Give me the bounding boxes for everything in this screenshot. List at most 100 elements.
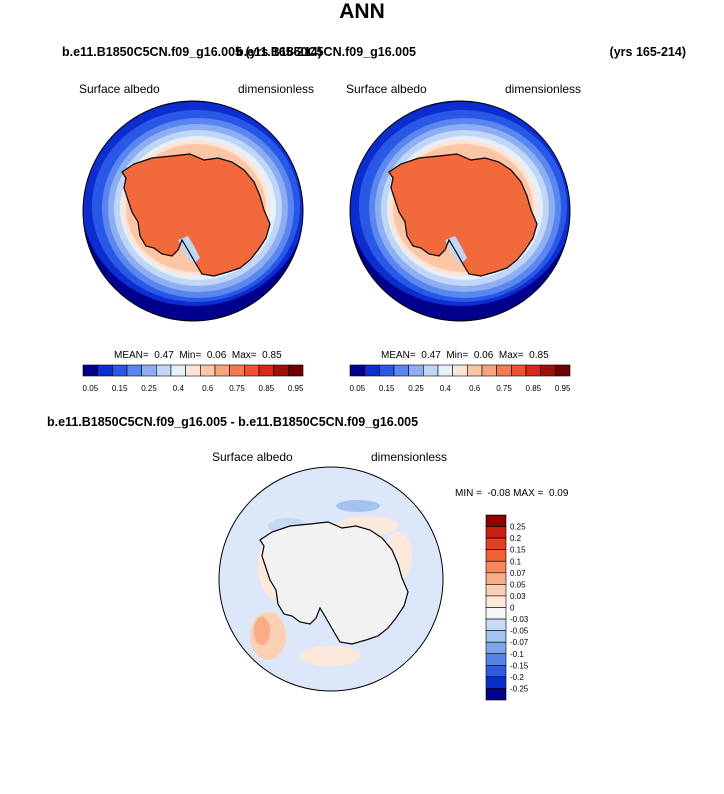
colorbar-swatch [214,364,230,377]
colorbar-swatch [485,607,507,620]
colorbar-swatch [485,630,507,643]
colorbar-tick-label: 0.95 [555,384,571,393]
colorbar-swatch [273,364,289,377]
diff-anomaly-region [300,646,360,666]
dmax-value: 0.09 [548,488,569,499]
colorbar-swatch [185,364,201,377]
colorbar-swatch [452,364,468,377]
coastline [259,521,409,645]
panel2-map [349,100,571,322]
figure-title: ANN [339,0,385,23]
colorbar-tick-label: 0.85 [526,384,542,393]
ice-sheet-region [389,154,537,276]
colorbar-swatch [485,676,507,689]
colorbar-tick-label: 0.2 [510,534,522,543]
panel1-stats: MEAN= 0.47 Min= 0.06 Max= 0.85 [114,350,282,361]
colorbar-swatch [485,572,507,585]
colorbar-swatch [496,364,512,377]
colorbar-swatch [485,584,507,597]
colorbar-swatch [555,364,571,377]
colorbar-swatch [97,364,113,377]
ice-sheet-region [122,154,270,276]
colorbar-tick-label: 0.95 [288,384,304,393]
colorbar-swatch [485,526,507,539]
colorbar-swatch [200,364,216,377]
diff-units-label: dimensionless [371,450,448,464]
colorbar-swatch [437,364,453,377]
colorbar-tick-label: 0.25 [141,384,157,393]
min-label: Min= [446,350,469,361]
colorbar-swatch [82,364,98,377]
colorbar-tick-label: 0.85 [259,384,275,393]
colorbar-tick-label: 0.05 [510,580,526,589]
dmin-label: MIN = [455,488,482,499]
colorbar-tick-label: 0.25 [408,384,424,393]
max-label: Max= [231,350,257,361]
colorbar-swatch [112,364,128,377]
mean-label: MEAN= [381,350,416,361]
diff-anomaly-region [336,500,380,512]
colorbar-swatch [485,688,507,701]
colorbar-swatch [467,364,483,377]
map-border [349,100,571,322]
dmin-value: -0.08 [487,488,511,499]
colorbar-swatch [485,618,507,631]
colorbar-swatch [364,364,380,377]
min-label: Min= [179,350,202,361]
diff-case-label: b.e11.B1850C5CN.f09_g16.005 - b.e11.B185… [47,415,419,429]
panel1-colorbar: 0.05 0.15 0.25 0.4 0.6 0.75 0.85 0.95 [82,364,304,393]
panel2-case-label: b.e11.B1850C5CN.f09_g16.005 [236,45,416,59]
colorbar-swatch [485,641,507,655]
colorbar-swatch [141,364,157,377]
colorbar-swatch [170,364,186,377]
colorbar-swatch [540,364,556,377]
colorbar-tick-label: 0.15 [510,546,526,555]
colorbar-swatch [288,364,304,377]
colorbar-swatch [379,364,395,377]
colorbar-swatch [485,595,507,608]
colorbar-swatch [525,364,541,377]
mean-value: 0.47 [421,350,441,361]
colorbar-tick-label: 0.6 [469,384,481,393]
colorbar-tick-label: 0.75 [496,384,512,393]
colorbar-tick-label: 0.25 [510,523,526,532]
diff-variable-label: Surface albedo [212,450,293,464]
colorbar-tick-label: 0.15 [112,384,128,393]
colorbar-swatch [481,364,497,377]
max-value: 0.85 [262,350,282,361]
panel1-case-label: b.e11.B1850C5CN.f09_g16.005 (yrs 165-214… [62,45,322,59]
colorbar-tick-label: 0.15 [379,384,395,393]
colorbar-swatch [485,665,507,678]
ice-sheet-region [260,522,408,644]
dmax-label: MAX = [513,488,544,499]
diff-stats: MIN = -0.08 MAX = 0.09 [455,488,568,499]
colorbar-swatch [485,537,507,550]
panel2-stats: MEAN= 0.47 Min= 0.06 Max= 0.85 [381,350,549,361]
mean-value: 0.47 [154,350,174,361]
colorbar-swatch [156,364,172,377]
colorbar-swatch [485,653,507,666]
colorbar-swatch [485,549,507,562]
colorbar-tick-label: 0.4 [440,384,452,393]
mean-label: MEAN= [114,350,149,361]
colorbar-tick-label: 0.05 [83,384,99,393]
coastline [388,153,538,277]
colorbar-tick-label: -0.03 [510,615,529,624]
colorbar-swatch [485,514,507,527]
colorbar-swatch [349,364,365,377]
coastline [121,153,271,277]
colorbar-tick-label: 0.05 [350,384,366,393]
colorbar-swatch [258,364,274,377]
panel1-map [82,100,304,322]
panel2-variable-label: Surface albedo [346,82,427,96]
colorbar-swatch [511,364,527,377]
map-border [82,100,304,322]
panel2-colorbar: 0.05 0.15 0.25 0.4 0.6 0.75 0.85 0.95 [349,364,571,393]
colorbar-swatch [393,364,409,377]
panel1-units-label: dimensionless [238,82,315,96]
colorbar-tick-label: -0.2 [510,673,524,682]
colorbar-swatch [408,364,424,377]
colorbar-tick-label: 0.75 [229,384,245,393]
panel1-variable-label: Surface albedo [79,82,160,96]
colorbar-swatch [126,364,142,377]
